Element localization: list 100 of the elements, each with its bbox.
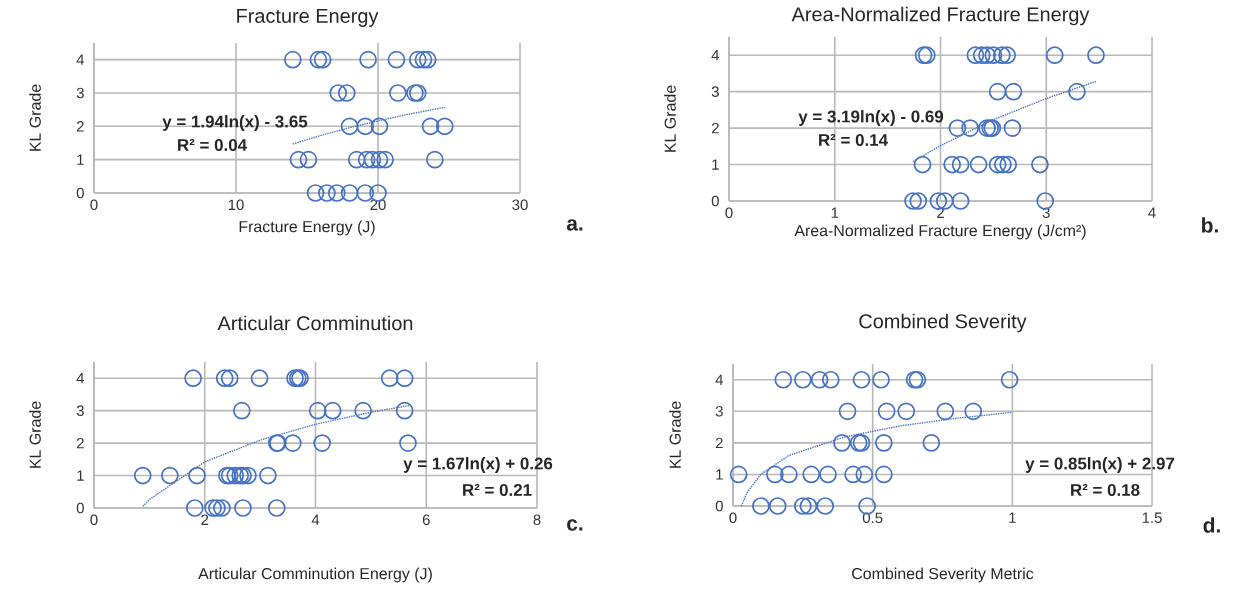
point — [810, 370, 829, 389]
y-tick-label: 2 — [711, 122, 719, 134]
text: c. — [567, 519, 583, 531]
y-tick-label: 1 — [712, 159, 719, 170]
x-tick-label: 8 — [533, 514, 541, 526]
point — [188, 466, 206, 485]
point — [943, 155, 961, 174]
text: a. — [566, 219, 583, 231]
y-axis-title: KL Grade — [29, 84, 41, 151]
point — [780, 465, 798, 484]
annotation: y = 1.94ln(x) - 3.65 — [162, 115, 308, 131]
point — [250, 369, 269, 388]
point — [999, 155, 1018, 174]
x-tick-label: 0 — [90, 514, 98, 526]
point — [1004, 82, 1023, 101]
point — [408, 50, 427, 69]
point — [213, 499, 231, 517]
line-series — [142, 404, 412, 508]
point — [356, 117, 375, 136]
point — [799, 497, 818, 515]
y-tick-label: 3 — [711, 86, 719, 97]
point — [816, 497, 835, 515]
point — [774, 370, 793, 389]
point — [794, 370, 812, 389]
point — [1003, 119, 1022, 137]
annotation: y = 0.85ln(x) + 2.97 — [1025, 457, 1175, 473]
point — [978, 46, 996, 65]
point — [802, 465, 821, 484]
point — [844, 465, 862, 484]
point — [875, 465, 893, 484]
y-tick-label: 4 — [76, 54, 85, 65]
x-tick-label: 6 — [422, 514, 430, 526]
point — [961, 119, 979, 137]
y-tick-label: 0 — [76, 502, 84, 514]
point — [966, 46, 985, 65]
point — [370, 117, 389, 136]
text: b. — [1202, 217, 1218, 233]
point — [395, 401, 414, 420]
point — [363, 150, 382, 169]
y-tick-label: 3 — [76, 405, 84, 416]
point — [337, 84, 356, 102]
x-tick-label: 0 — [729, 512, 737, 524]
point — [233, 401, 251, 420]
point — [370, 150, 389, 169]
point — [380, 369, 399, 388]
point — [964, 402, 983, 421]
point — [215, 369, 234, 388]
y-axis-title: KL Grade — [669, 401, 681, 468]
point — [357, 150, 376, 169]
point — [259, 466, 277, 485]
point — [306, 184, 325, 202]
point — [184, 369, 202, 388]
x-tick-label: 4 — [311, 514, 320, 525]
point — [387, 50, 406, 69]
point — [308, 401, 327, 420]
point — [161, 466, 179, 485]
annotation: R² = 0.21 — [463, 483, 532, 496]
point — [768, 497, 787, 515]
point — [340, 184, 359, 202]
y-tick-label: 3 — [76, 87, 84, 99]
x-axis-title: Combined Severity Metric — [852, 567, 1034, 583]
point — [978, 119, 996, 137]
point — [972, 46, 991, 65]
point — [226, 466, 245, 485]
annotation: R² = 0.04 — [178, 138, 247, 151]
point — [318, 184, 336, 202]
point — [729, 465, 748, 484]
point — [283, 434, 302, 452]
point — [913, 155, 932, 174]
point — [794, 497, 812, 515]
y-tick-label: 1 — [77, 154, 84, 165]
point — [133, 466, 152, 485]
y-tick-label: 0 — [715, 500, 723, 512]
point — [309, 50, 328, 69]
point — [948, 119, 967, 137]
chart-title: Articular Comminution — [217, 315, 413, 331]
x-tick-label: 1.5 — [1142, 512, 1162, 523]
point — [208, 499, 226, 517]
point — [289, 150, 308, 169]
point — [951, 192, 970, 210]
point — [969, 155, 988, 174]
point — [327, 184, 346, 202]
point — [951, 155, 970, 174]
point — [1031, 155, 1049, 174]
annotation: R² = 0.14 — [819, 133, 888, 146]
point — [395, 369, 414, 388]
point — [418, 50, 437, 69]
annotation: R² = 0.18 — [1071, 483, 1140, 496]
point — [998, 46, 1016, 65]
text: d. — [1203, 517, 1220, 533]
annotation: y = 1.67ln(x) + 0.26 — [403, 457, 553, 473]
point — [855, 465, 874, 484]
point — [909, 192, 928, 210]
annotation: y = 3.19ln(x) - 0.69 — [798, 110, 944, 126]
x-axis-title: Area-Normalized Fracture Energy (J/cm²) — [794, 224, 1086, 240]
point — [922, 434, 941, 452]
x-axis-title: Fracture Energy (J) — [239, 220, 375, 236]
y-tick-label: 4 — [715, 374, 724, 385]
point — [220, 369, 239, 388]
x-tick-label: 0 — [725, 207, 733, 219]
